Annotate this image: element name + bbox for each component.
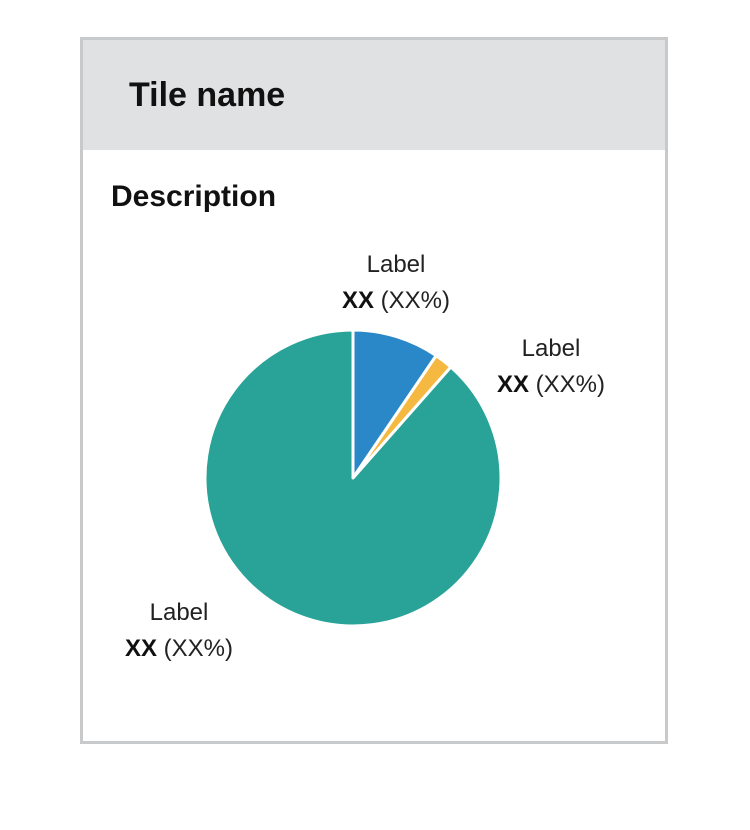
pie-labels: Label XX (XX%) Label XX (XX%) Label XX (XX%) — [125, 251, 605, 662]
tile-body: Description — [83, 150, 665, 741]
slice-value-label-3: XX (XX%) — [125, 635, 233, 662]
tile-description: Description — [111, 180, 277, 213]
pie-slices — [203, 328, 503, 628]
slice-label-2: Label — [522, 335, 581, 362]
pie-slice-1 — [351, 328, 438, 480]
slice-value-label-2: XX (XX%) — [497, 371, 605, 398]
slice-label-1: Label — [367, 251, 426, 278]
slice-label-3: Label — [150, 599, 209, 626]
pie-slice-3 — [203, 328, 503, 628]
tile-title: Tile name — [129, 76, 286, 114]
chart-tile: Tile name Description — [80, 37, 668, 744]
slice-value-label-1: XX (XX%) — [342, 287, 450, 314]
tile-header: Tile name — [83, 40, 665, 150]
